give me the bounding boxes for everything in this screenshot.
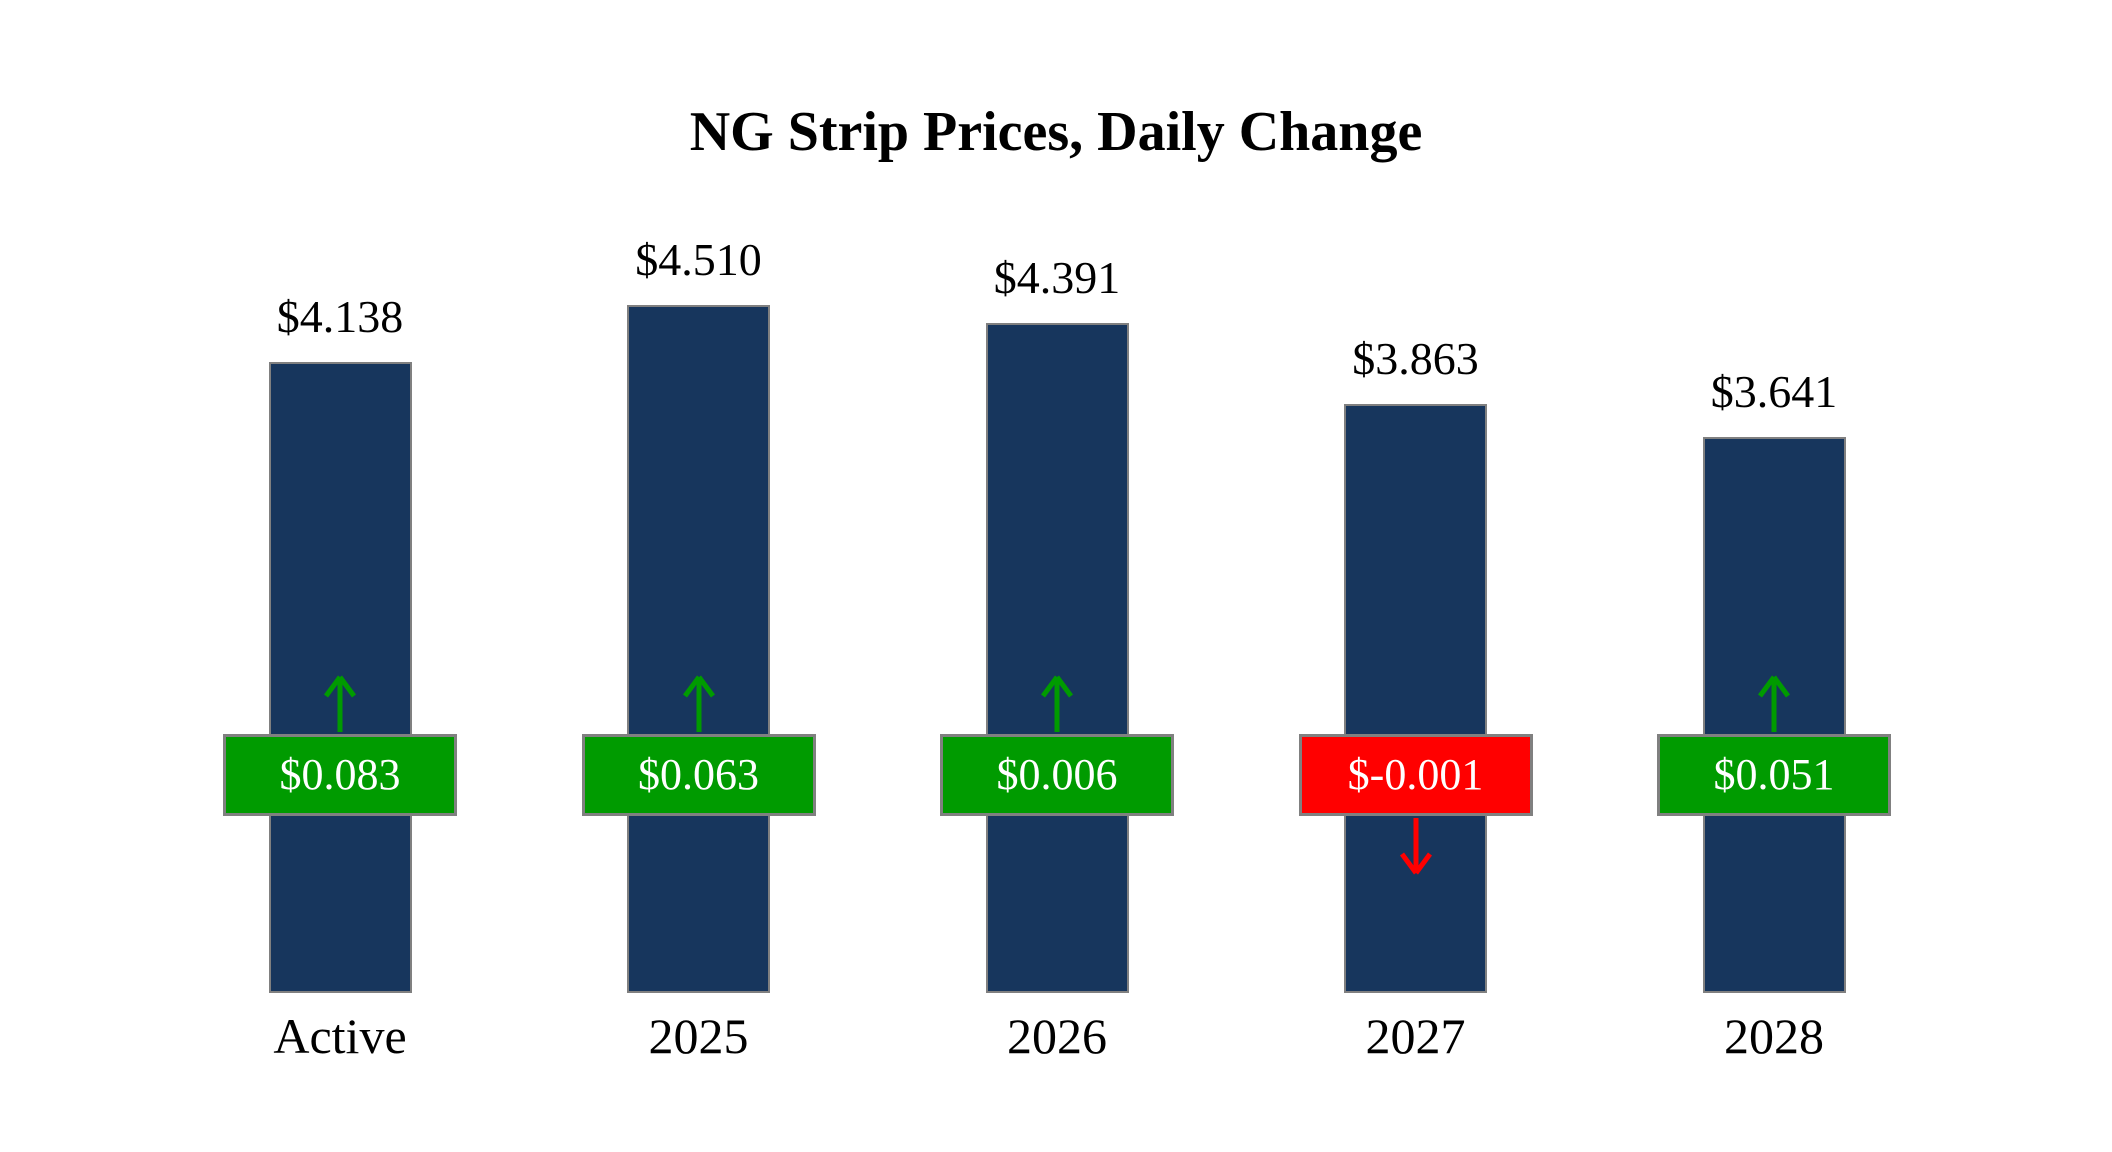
bar — [985, 323, 1129, 993]
category-label: Active — [273, 1008, 407, 1064]
change-badge: $-0.001 — [1298, 734, 1533, 816]
chart-title: NG Strip Prices, Daily Change — [689, 101, 1423, 163]
category-label: 2026 — [1007, 1008, 1107, 1064]
up-arrow-icon — [318, 672, 362, 739]
bar — [1344, 404, 1487, 993]
change-badge: $0.083 — [223, 734, 457, 816]
category-label: 2028 — [1724, 1008, 1824, 1064]
up-arrow-icon — [677, 672, 721, 739]
up-arrow-icon — [1752, 672, 1796, 739]
change-badge: $0.006 — [940, 734, 1174, 816]
price-label: $4.510 — [635, 234, 762, 285]
price-label: $4.138 — [276, 291, 404, 342]
bar — [627, 305, 770, 993]
category-label: 2025 — [648, 1008, 749, 1064]
price-label: $3.863 — [1352, 333, 1479, 384]
price-label: $3.641 — [1710, 366, 1838, 417]
category-label: 2027 — [1365, 1008, 1466, 1064]
down-arrow-icon — [1394, 816, 1438, 883]
change-badge: $0.063 — [581, 734, 816, 816]
up-arrow-icon — [1035, 672, 1079, 739]
change-badge: $0.051 — [1657, 734, 1891, 816]
price-label: $4.391 — [993, 252, 1121, 303]
